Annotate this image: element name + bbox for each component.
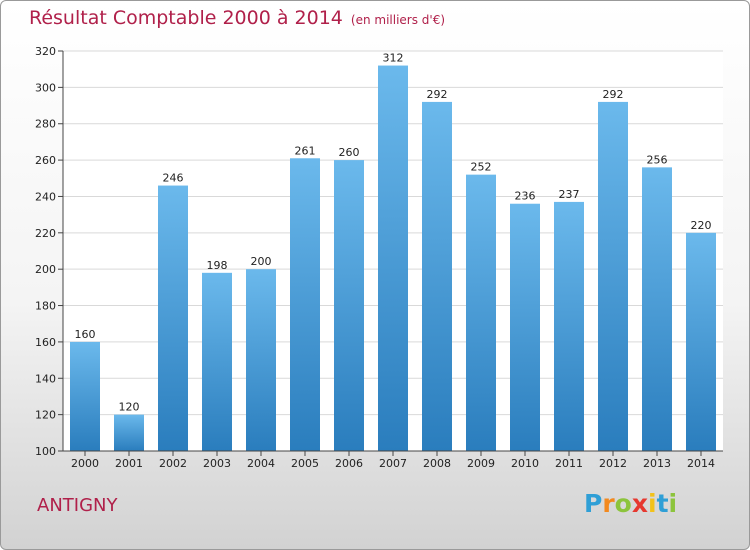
proxiti-logo: Proxiti: [584, 489, 677, 518]
x-tick-label: 2004: [247, 457, 275, 470]
x-tick-label: 2002: [159, 457, 187, 470]
bar-value-label: 256: [647, 153, 668, 166]
logo-letter: P: [584, 489, 603, 518]
bar-value-label: 246: [163, 172, 184, 185]
x-tick-label: 2009: [467, 457, 495, 470]
chart-unit-label: (en milliers d'€): [350, 13, 446, 27]
y-tick-label: 180: [35, 300, 56, 313]
y-tick-label: 320: [35, 45, 56, 58]
bar: [70, 341, 100, 451]
bar-value-label: 261: [295, 144, 316, 157]
bar-value-label: 292: [603, 88, 624, 101]
bar-value-label: 237: [559, 188, 580, 201]
x-tick-label: 2000: [71, 457, 99, 470]
bar: [202, 272, 232, 451]
x-tick-label: 2005: [291, 457, 319, 470]
bar-value-label: 292: [427, 88, 448, 101]
bar: [114, 414, 144, 451]
bar-value-label: 198: [207, 259, 228, 272]
logo-letter: t: [656, 489, 669, 518]
x-tick-label: 2003: [203, 457, 231, 470]
chart-title-text: Résultat Comptable 2000 à 2014: [29, 7, 343, 29]
bar: [334, 160, 364, 451]
x-tick-label: 2007: [379, 457, 407, 470]
bar-value-label: 252: [471, 161, 492, 174]
bar-value-label: 160: [75, 328, 96, 341]
logo-letter: o: [614, 489, 632, 518]
y-tick-label: 280: [35, 118, 56, 131]
y-tick-label: 100: [35, 445, 56, 458]
x-tick-label: 2012: [599, 457, 627, 470]
location-name: ANTIGNY: [37, 495, 118, 516]
y-tick-label: 260: [35, 154, 56, 167]
x-tick-label: 2010: [511, 457, 539, 470]
y-tick-label: 220: [35, 227, 56, 240]
logo-letter: i: [648, 489, 657, 518]
bar: [554, 201, 584, 451]
bar: [598, 101, 628, 451]
y-tick-label: 300: [35, 81, 56, 94]
y-tick-label: 140: [35, 372, 56, 385]
bar: [378, 65, 408, 451]
y-tick-label: 200: [35, 263, 56, 276]
x-tick-label: 2011: [555, 457, 583, 470]
bars: 160 120 246 198 200 261 260 312 292 252 236 237 292 2…: [70, 52, 716, 452]
x-tick-label: 2006: [335, 457, 363, 470]
x-tick-label: 2014: [687, 457, 715, 470]
bar-value-label: 220: [691, 219, 712, 232]
bar: [246, 269, 276, 451]
bar-value-label: 120: [119, 401, 140, 414]
bar-value-label: 200: [251, 255, 272, 268]
x-tick-label: 2001: [115, 457, 143, 470]
bar: [642, 167, 672, 451]
bar: [158, 185, 188, 451]
x-tick-label: 2013: [643, 457, 671, 470]
bar: [686, 232, 716, 451]
bar: [510, 203, 540, 451]
y-axis: 100 120 140 160 180 200 220 240 260 280 300 320: [35, 45, 63, 458]
bar-value-label: 260: [339, 146, 360, 159]
bar: [290, 158, 320, 452]
bar-value-label: 236: [515, 190, 536, 203]
logo-letter: r: [602, 489, 615, 518]
y-tick-label: 240: [35, 190, 56, 203]
x-tick-label: 2008: [423, 457, 451, 470]
y-tick-label: 160: [35, 336, 56, 349]
chart-title: Résultat Comptable 2000 à 2014 (en millie…: [29, 7, 445, 29]
x-axis: 2000 2001 2002 2003 2004 2005 2006 2007 2008 2009…: [71, 451, 715, 470]
logo-letter: i: [668, 489, 678, 518]
bar: [466, 174, 496, 452]
y-tick-label: 120: [35, 409, 56, 422]
bar-value-label: 312: [383, 52, 404, 65]
bar: [422, 101, 452, 451]
logo-letter: x: [631, 489, 648, 518]
